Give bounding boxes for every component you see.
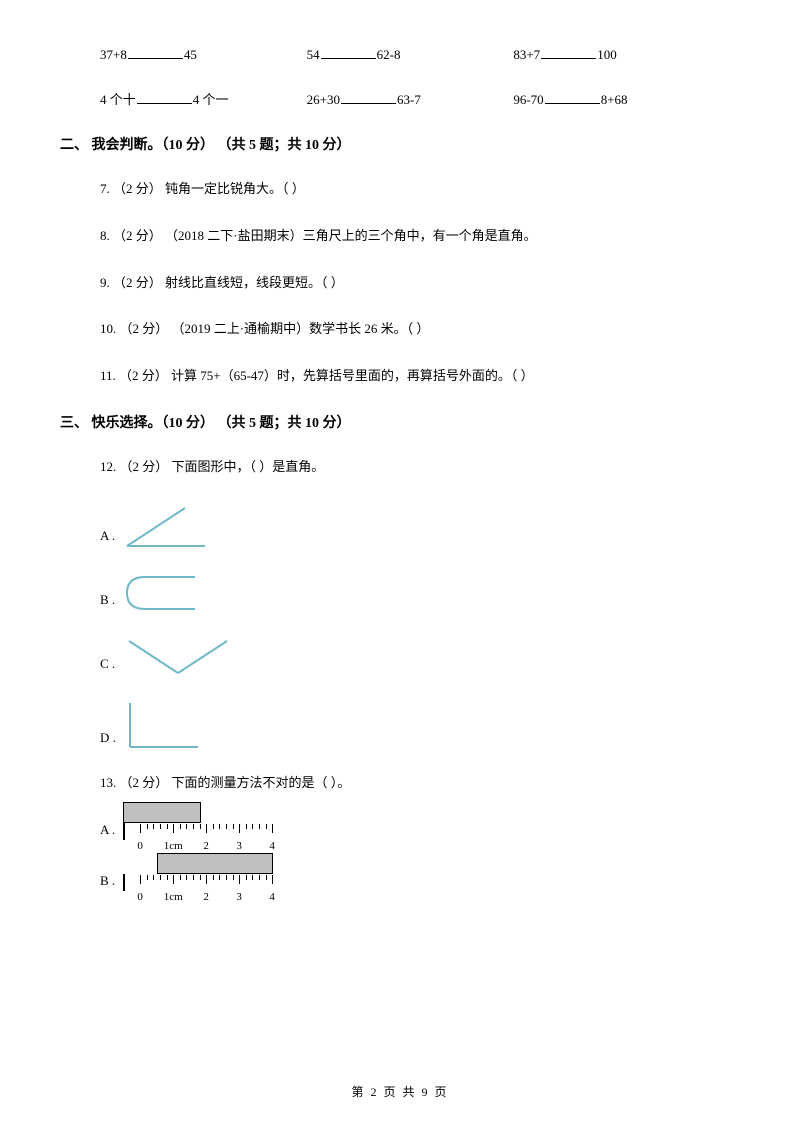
fill-left: 26+30 [307, 92, 340, 107]
fill-left: 37+8 [100, 47, 127, 62]
q12-option-c: C . [100, 635, 720, 677]
page-footer: 第 2 页 共 9 页 [0, 1083, 800, 1102]
fill-left: 96-70 [513, 92, 543, 107]
fill-right: 100 [597, 47, 617, 62]
option-label-a2: A . [100, 820, 115, 843]
question-7: 7. （2 分） 钝角一定比锐角大。（ ） [100, 179, 720, 200]
angle-right-icon [124, 699, 204, 751]
option-label-c: C . [100, 654, 115, 677]
question-9: 9. （2 分） 射线比直线短，线段更短。（ ） [100, 273, 720, 294]
fill-cell: 83+7 100 [513, 45, 720, 66]
fill-right: 4 个一 [193, 92, 229, 107]
blank-line [341, 90, 396, 104]
question-11: 11. （2 分） 计算 75+（65-47）时，先算括号里面的，再算括号外面的… [100, 366, 720, 387]
q13-option-b: B . 01cm234 [100, 871, 720, 894]
q12-option-a: A . [100, 504, 720, 549]
angle-wide-icon [123, 635, 233, 677]
ruler-b-figure: 01cm234 [123, 873, 125, 894]
section-2-heading: 二、 我会判断。（10 分） （共 5 题；共 10 分） [60, 135, 720, 157]
question-13: 13. （2 分） 下面的测量方法不对的是（ ）。 [100, 773, 720, 794]
fill-right: 63-7 [397, 92, 421, 107]
fill-right: 62-8 [377, 47, 401, 62]
q13-option-a: A . 01cm234 [100, 820, 720, 843]
option-label-d: D . [100, 728, 116, 751]
option-label-b2: B . [100, 871, 115, 894]
fill-cell: 54 62-8 [307, 45, 514, 66]
fill-left: 4 个十 [100, 92, 136, 107]
angle-acute-icon [123, 504, 213, 549]
option-label-b: B . [100, 590, 115, 613]
blank-line [128, 45, 183, 59]
curve-shape-icon [123, 571, 213, 613]
question-8: 8. （2 分） （2018 二下·盐田期末）三角尺上的三个角中，有一个角是直角… [100, 226, 720, 247]
blank-line [545, 90, 600, 104]
blank-line [137, 90, 192, 104]
option-label-a: A . [100, 526, 115, 549]
fill-left: 83+7 [513, 47, 540, 62]
q12-option-d: D . [100, 699, 720, 751]
blank-line [541, 45, 596, 59]
fill-cell: 37+8 45 [100, 45, 307, 66]
blank-line [321, 45, 376, 59]
q12-option-b: B . [100, 571, 720, 613]
fill-row: 37+8 45 54 62-8 83+7 100 [100, 45, 720, 66]
ruler-a-figure: 01cm234 [123, 822, 125, 843]
fill-row: 4 个十 4 个一 26+30 63-7 96-70 8+68 [100, 90, 720, 111]
fill-cell: 26+30 63-7 [307, 90, 514, 111]
fill-right: 45 [184, 47, 197, 62]
fill-left: 54 [307, 47, 320, 62]
fill-cell: 4 个十 4 个一 [100, 90, 307, 111]
fill-cell: 96-70 8+68 [513, 90, 720, 111]
question-12: 12. （2 分） 下面图形中，（ ）是直角。 [100, 457, 720, 478]
section-3-heading: 三、 快乐选择。（10 分） （共 5 题；共 10 分） [60, 413, 720, 435]
question-10: 10. （2 分） （2019 二上·通榆期中）数学书长 26 米。（ ） [100, 319, 720, 340]
fill-right: 8+68 [601, 92, 628, 107]
